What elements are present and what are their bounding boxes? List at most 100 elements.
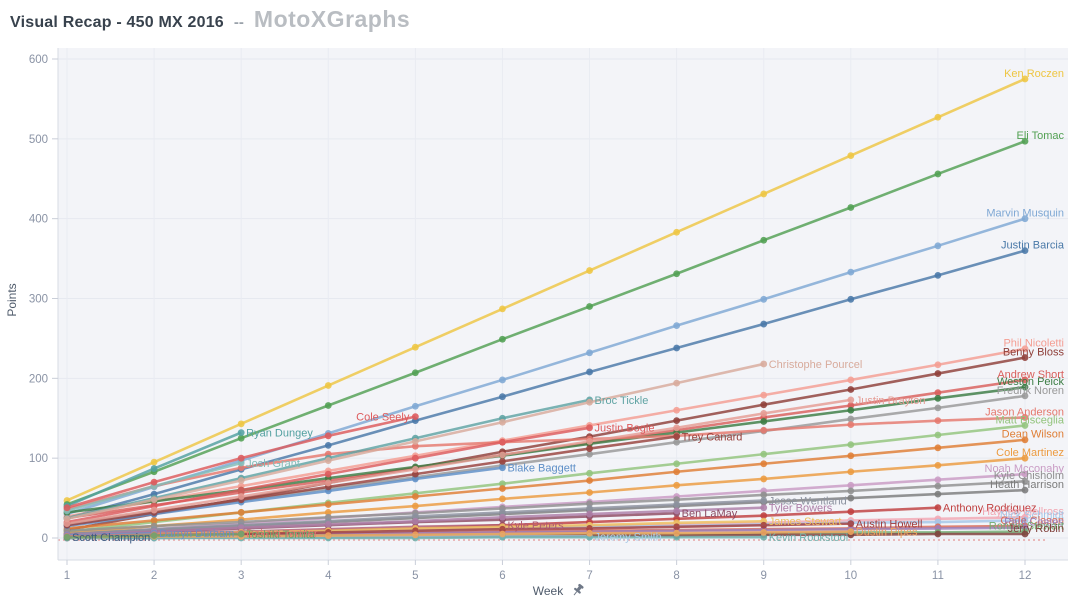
data-point[interactable] [586,510,593,518]
data-point[interactable] [499,457,506,465]
data-point[interactable] [847,406,855,414]
data-point[interactable] [760,497,768,504]
data-point[interactable] [586,349,593,357]
data-point[interactable] [1021,436,1029,444]
data-point[interactable] [760,529,768,536]
data-point[interactable] [586,267,593,274]
data-point[interactable] [237,509,245,516]
data-point[interactable] [150,496,158,504]
series-line[interactable] [66,466,503,528]
data-point[interactable] [934,113,942,121]
data-point[interactable] [1021,517,1029,524]
data-point[interactable] [673,460,681,468]
data-point[interactable] [324,382,332,389]
data-point[interactable] [1021,470,1029,478]
data-point[interactable] [1021,392,1029,400]
series-line[interactable] [66,435,677,527]
data-point[interactable] [411,493,419,500]
data-point[interactable] [586,368,593,376]
data-point[interactable] [673,438,681,446]
data-point[interactable] [324,521,332,528]
data-point[interactable] [324,470,332,478]
data-point[interactable] [150,458,158,466]
data-point[interactable] [934,404,942,412]
data-point[interactable] [499,480,506,488]
data-point[interactable] [847,520,855,528]
data-point[interactable] [934,271,942,279]
data-point[interactable] [673,379,681,387]
data-point[interactable] [1021,215,1029,223]
data-point[interactable] [847,204,855,211]
data-point[interactable] [760,418,768,425]
data-point[interactable] [1021,486,1029,494]
data-point[interactable] [237,464,245,472]
data-point[interactable] [586,489,593,496]
data-point[interactable] [411,369,419,377]
data-point[interactable] [760,533,768,541]
data-point[interactable] [934,444,942,452]
data-point[interactable] [586,529,593,537]
data-point[interactable] [63,504,71,512]
data-point[interactable] [1021,414,1029,421]
data-point[interactable] [847,268,855,276]
data-point[interactable] [673,496,681,504]
data-point[interactable] [673,529,681,537]
series-line[interactable] [66,77,1026,502]
data-point[interactable] [934,476,942,484]
data-point[interactable] [324,479,332,487]
data-point[interactable] [760,410,768,417]
data-point[interactable] [934,417,942,425]
series-line[interactable] [66,398,852,525]
data-point[interactable] [847,494,855,502]
pin-icon[interactable] [571,583,585,598]
data-point[interactable] [760,391,768,399]
data-point[interactable] [324,432,332,440]
data-point[interactable] [237,454,245,462]
data-point[interactable] [1021,530,1029,538]
data-point[interactable] [411,470,419,478]
data-point[interactable] [847,481,855,489]
data-point[interactable] [673,468,681,476]
data-point[interactable] [237,429,245,437]
data-point[interactable] [673,322,681,330]
data-point[interactable] [1021,75,1029,83]
data-point[interactable] [760,190,768,198]
data-point[interactable] [150,465,158,472]
data-point[interactable] [237,434,245,442]
data-point[interactable] [586,525,593,532]
data-point[interactable] [499,495,506,503]
data-point[interactable] [1021,422,1029,429]
series-line[interactable] [66,416,1026,511]
data-point[interactable] [847,295,855,303]
data-point[interactable] [934,490,942,498]
data-point[interactable] [411,343,419,351]
data-point[interactable] [934,394,942,402]
data-point[interactable] [586,450,593,458]
data-point[interactable] [411,438,419,445]
data-point[interactable] [760,512,768,520]
data-point[interactable] [586,445,593,452]
data-point[interactable] [934,518,942,526]
data-point[interactable] [1021,477,1029,485]
data-point[interactable] [150,532,158,540]
data-point[interactable] [499,509,506,516]
data-point[interactable] [411,413,419,421]
data-point[interactable] [1021,137,1029,145]
data-point[interactable] [760,450,768,458]
data-point[interactable] [847,441,855,448]
data-point[interactable] [1021,345,1029,353]
data-point[interactable] [586,398,593,406]
data-point[interactable] [411,513,419,520]
data-point[interactable] [673,228,681,236]
data-point[interactable] [499,525,506,533]
data-point[interactable] [324,402,332,409]
data-point[interactable] [237,524,245,532]
data-point[interactable] [586,505,593,512]
data-point[interactable] [847,528,855,536]
data-point[interactable] [499,305,506,313]
data-point[interactable] [150,478,158,486]
data-point[interactable] [673,406,681,414]
data-point[interactable] [934,431,942,439]
data-point[interactable] [760,360,768,368]
data-point[interactable] [324,457,332,464]
